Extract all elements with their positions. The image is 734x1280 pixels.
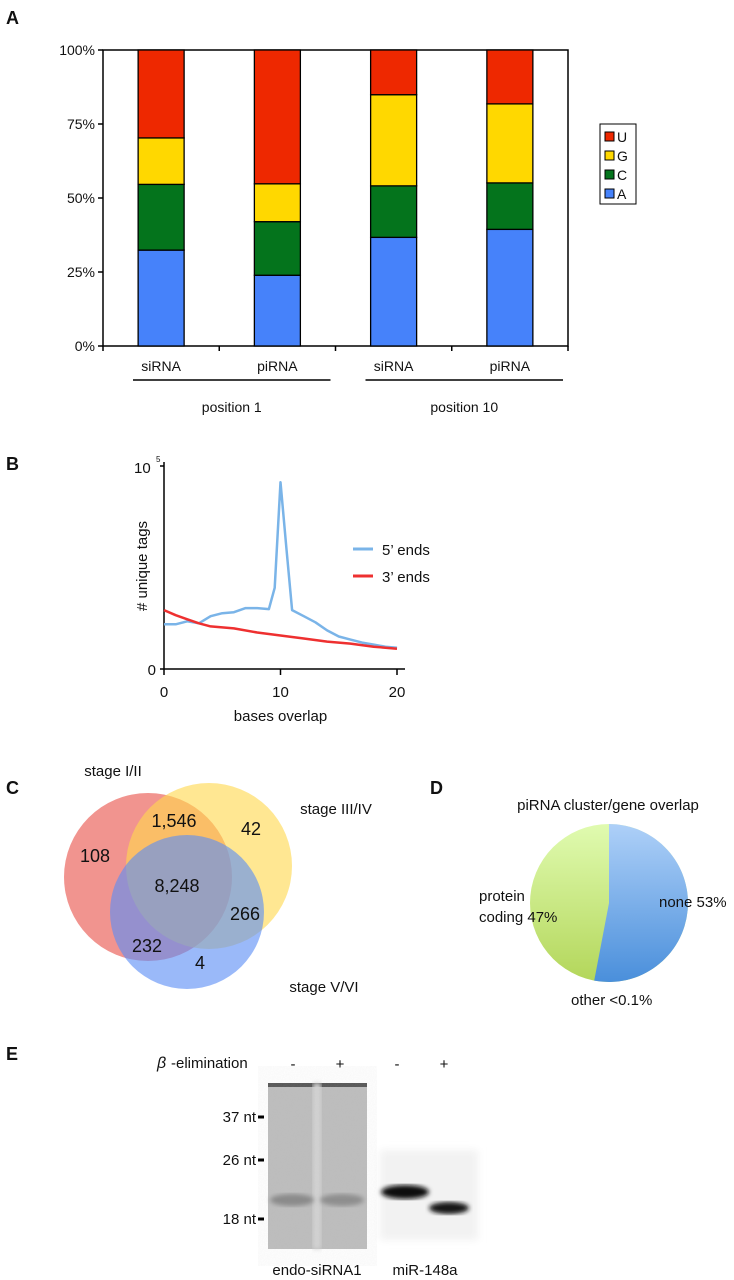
y-tick-label: 0% (75, 338, 95, 354)
series-line-5prime (164, 480, 398, 649)
set-label: stage III/IV (300, 801, 372, 818)
bar-segment-C (253, 221, 302, 276)
bar-segment-A (369, 236, 418, 347)
beta-symbol: β (156, 1055, 166, 1072)
y-tick-label: 50% (67, 190, 95, 206)
size-marker-label: 26 nt (223, 1152, 257, 1169)
x-category-label: siRNA (374, 358, 414, 374)
x-tick-label: 10 (272, 684, 289, 701)
size-marker-tick (258, 1115, 264, 1119)
x-axis-label: bases overlap (234, 708, 327, 725)
lane-sign: + (440, 1056, 449, 1073)
bar-segment-U (486, 49, 534, 105)
bar-segment-U (137, 49, 185, 139)
band (270, 1194, 314, 1206)
lane-sign: + (336, 1056, 345, 1073)
venn-count: 42 (241, 819, 261, 839)
x-tick-label: 0 (160, 684, 168, 701)
legend-label: 5’ ends (382, 542, 430, 559)
y-tick-label: 25% (67, 264, 95, 280)
series-line-3prime (163, 608, 398, 650)
venn-count: 108 (80, 846, 110, 866)
treatment-label: -elimination (171, 1055, 248, 1072)
venn-count: 266 (230, 904, 260, 924)
y-tick-label: 75% (67, 116, 95, 132)
pie-label: coding 47% (479, 909, 557, 926)
bar-segment-U (253, 49, 302, 185)
pie-slice-none (594, 824, 689, 982)
venn-count: 1,546 (151, 811, 196, 831)
legend-label: A (617, 186, 627, 202)
lane-sign: - (291, 1056, 296, 1073)
probe-label: endo-siRNA1 (272, 1262, 361, 1279)
legend-swatch-C (604, 169, 615, 180)
bar-segment-A (253, 274, 302, 347)
legend-swatch-G (604, 150, 615, 161)
bar-segment-C (137, 183, 185, 251)
panel-label-a: A (6, 8, 19, 28)
bar-segment-G (253, 183, 302, 223)
legend-label: C (617, 167, 627, 183)
bar-segment-G (486, 103, 534, 184)
venn-count: 4 (195, 953, 205, 973)
pie-label: protein (479, 888, 525, 905)
y-tick-label: 100% (59, 42, 95, 58)
set-label: stage I/II (84, 763, 142, 780)
legend-label: U (617, 129, 627, 145)
venn-count: 8,248 (154, 876, 199, 896)
y-tick-label: 10 (134, 460, 151, 477)
legend-swatch-A (604, 188, 615, 199)
probe-label: miR-148a (392, 1262, 458, 1279)
pie-label: none 53% (659, 894, 727, 911)
gel-texture (268, 1083, 367, 1249)
group-label: position 1 (202, 399, 262, 415)
x-category-label: siRNA (141, 358, 181, 374)
x-category-label: piRNA (257, 358, 298, 374)
venn-count: 232 (132, 936, 162, 956)
panel-label-c: C (6, 778, 19, 798)
size-marker-tick (258, 1217, 264, 1221)
legend-swatch-U (604, 131, 615, 142)
bar-segment-U (369, 49, 418, 96)
bar-segment-C (369, 185, 418, 239)
venn-circle-3 (110, 835, 264, 989)
y-axis-label: # unique tags (134, 521, 151, 611)
panel-label-b: B (6, 454, 19, 474)
bar-segment-G (369, 94, 418, 187)
group-label: position 10 (430, 399, 498, 415)
x-tick-label: 20 (389, 684, 406, 701)
bar-segment-A (486, 228, 534, 347)
bar-segment-C (486, 182, 534, 231)
band (381, 1185, 429, 1199)
panel-label-d: D (430, 778, 443, 798)
panel-label-e: E (6, 1044, 18, 1064)
set-label: stage V/VI (289, 979, 358, 996)
pie-label: other <0.1% (571, 992, 652, 1009)
bar-segment-A (137, 249, 185, 347)
lane-sign: - (395, 1056, 400, 1073)
size-marker-tick (258, 1158, 264, 1162)
y-tick-label: 0 (148, 662, 156, 679)
bar-segment-G (137, 137, 185, 186)
legend-label: G (617, 148, 628, 164)
x-category-label: piRNA (490, 358, 531, 374)
band (429, 1202, 469, 1214)
band (320, 1194, 364, 1206)
size-marker-label: 18 nt (223, 1211, 257, 1228)
size-marker-label: 37 nt (223, 1109, 257, 1126)
y-tick-exponent: 5 (156, 455, 161, 464)
legend-label: 3’ ends (382, 569, 430, 586)
pie-title: piRNA cluster/gene overlap (517, 797, 699, 814)
